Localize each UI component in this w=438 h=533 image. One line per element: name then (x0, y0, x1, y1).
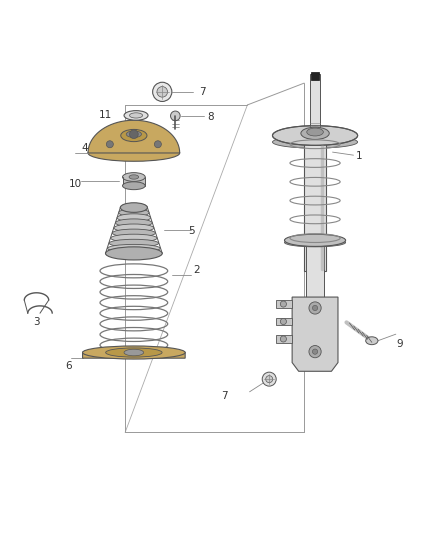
Text: 6: 6 (65, 361, 72, 370)
Circle shape (312, 305, 318, 311)
Ellipse shape (124, 349, 144, 356)
Ellipse shape (129, 175, 139, 179)
Circle shape (280, 318, 286, 325)
Ellipse shape (272, 126, 357, 146)
Ellipse shape (117, 214, 151, 222)
Ellipse shape (106, 348, 162, 357)
Ellipse shape (130, 113, 143, 118)
Ellipse shape (112, 229, 155, 237)
Bar (306, 245, 324, 341)
Ellipse shape (120, 203, 148, 212)
Text: 5: 5 (188, 225, 195, 236)
Polygon shape (82, 349, 185, 358)
Circle shape (154, 141, 161, 148)
Circle shape (280, 301, 286, 307)
Circle shape (312, 349, 318, 354)
Ellipse shape (301, 127, 329, 140)
Circle shape (106, 141, 113, 148)
Circle shape (170, 111, 180, 120)
Bar (123, 177, 145, 185)
Ellipse shape (107, 244, 160, 252)
Bar (310, 75, 320, 135)
Ellipse shape (111, 234, 157, 242)
Text: 11: 11 (99, 110, 112, 119)
Bar (276, 335, 292, 343)
Bar (304, 142, 326, 271)
Ellipse shape (88, 144, 180, 161)
Circle shape (157, 86, 167, 97)
Text: 1: 1 (356, 151, 362, 161)
Text: 2: 2 (193, 265, 199, 275)
Ellipse shape (106, 249, 162, 257)
Bar (276, 318, 292, 326)
Text: 7: 7 (199, 87, 206, 97)
Ellipse shape (123, 173, 145, 181)
Ellipse shape (123, 182, 145, 190)
Circle shape (152, 82, 172, 101)
Ellipse shape (119, 209, 149, 216)
Circle shape (130, 130, 138, 139)
Circle shape (309, 302, 321, 314)
Circle shape (262, 372, 276, 386)
Circle shape (266, 376, 273, 383)
Circle shape (280, 336, 286, 342)
Ellipse shape (120, 204, 148, 212)
Polygon shape (88, 120, 180, 153)
Text: 10: 10 (68, 180, 81, 189)
Ellipse shape (114, 224, 154, 232)
Ellipse shape (121, 130, 147, 142)
Ellipse shape (126, 131, 141, 138)
Ellipse shape (124, 111, 148, 120)
Text: 4: 4 (81, 143, 88, 153)
Polygon shape (292, 297, 338, 372)
Ellipse shape (109, 239, 159, 247)
Ellipse shape (307, 128, 323, 136)
Ellipse shape (366, 337, 378, 345)
Ellipse shape (82, 346, 185, 359)
Text: 7: 7 (221, 391, 227, 401)
Bar (276, 300, 292, 308)
Circle shape (309, 345, 321, 358)
Ellipse shape (285, 238, 346, 247)
Text: 9: 9 (397, 339, 403, 349)
Ellipse shape (116, 219, 152, 227)
Ellipse shape (272, 136, 357, 148)
Text: 3: 3 (33, 317, 40, 327)
Ellipse shape (285, 234, 346, 246)
Bar (311, 72, 319, 79)
Text: 8: 8 (207, 112, 213, 122)
Ellipse shape (106, 247, 162, 260)
